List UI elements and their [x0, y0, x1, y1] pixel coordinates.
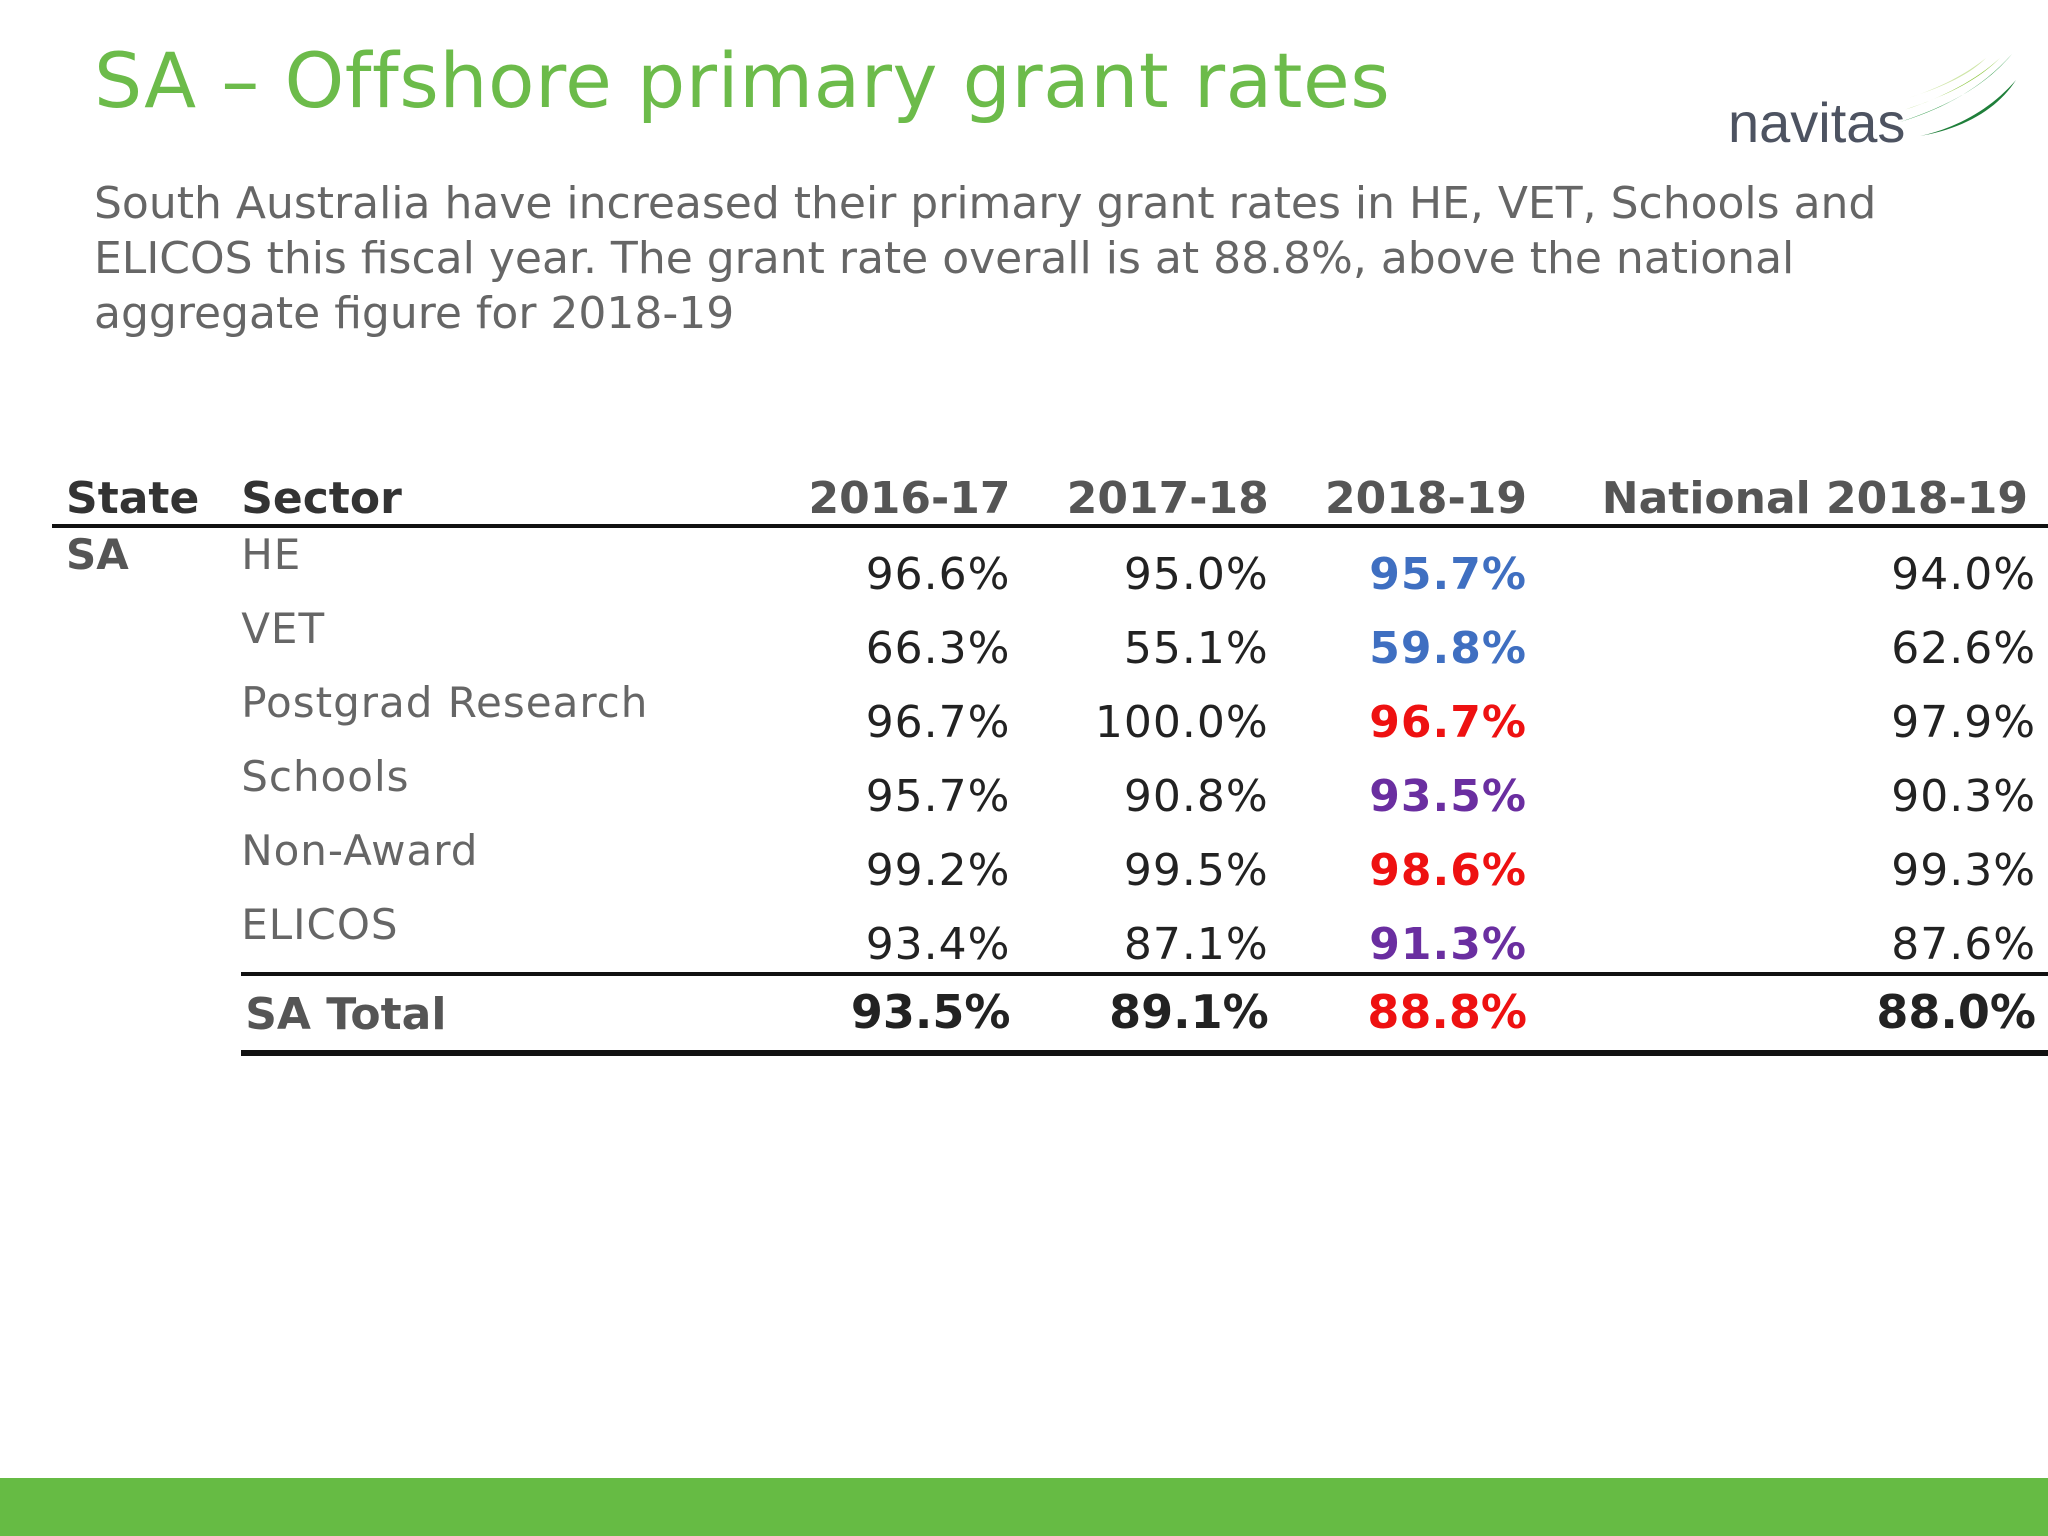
sector-cell: VET: [241, 604, 326, 653]
state-cell: SA: [66, 530, 129, 579]
table-row-postgrad-research: Postgrad Research 96.7% 100.0% 96.7% 97.…: [52, 676, 2048, 750]
table-row-non-award: Non-Award 99.2% 99.5% 98.6% 99.3%: [52, 824, 2048, 898]
table-row-elicos: ELICOS 93.4% 87.1% 91.3% 87.6%: [52, 898, 2048, 974]
value-national: 99.3%: [1891, 845, 2036, 896]
value-2016-17: 99.2%: [865, 845, 1011, 896]
value-national: 62.6%: [1891, 623, 2036, 674]
header-national-2018-19: National 2018-19: [1526, 468, 2048, 528]
value-national: 87.6%: [1891, 919, 2036, 970]
value-2018-19: 98.6%: [1369, 845, 1527, 896]
header-2018-19: 2018-19: [1268, 468, 1527, 528]
value-2017-18: 95.0%: [1123, 549, 1269, 600]
table-row-vet: VET 66.3% 55.1% 59.8% 62.6%: [52, 602, 2048, 676]
value-2018-19: 95.7%: [1369, 549, 1527, 600]
table-row-he: SA HE 96.6% 95.0% 95.7% 94.0%: [52, 526, 2048, 602]
header-sector: Sector: [241, 468, 798, 528]
value-2017-18: 100.0%: [1094, 697, 1269, 748]
value-2017-18: 87.1%: [1123, 919, 1269, 970]
intro-paragraph: South Australia have increased their pri…: [94, 178, 1877, 339]
header-2017-18: 2017-18: [1010, 468, 1269, 528]
value-2018-19: 96.7%: [1369, 697, 1527, 748]
value-2016-17: 96.7%: [865, 697, 1011, 748]
value-2016-17: 93.4%: [865, 919, 1011, 970]
value-2018-19: 91.3%: [1369, 919, 1527, 970]
value-2018-19: 59.8%: [1369, 623, 1527, 674]
value-2017-18: 99.5%: [1123, 845, 1269, 896]
total-2016-17: 93.5%: [797, 972, 1011, 1056]
value-2017-18: 90.8%: [1123, 771, 1269, 822]
value-2018-19: 93.5%: [1369, 771, 1527, 822]
total-national: 88.0%: [1526, 972, 2048, 1056]
header-2016-17: 2016-17: [797, 468, 1011, 528]
sector-cell: ELICOS: [241, 900, 399, 949]
header-state: State: [52, 468, 242, 528]
table-row-schools: Schools 95.7% 90.8% 93.5% 90.3%: [52, 750, 2048, 824]
sector-cell: Non-Award: [241, 826, 479, 875]
value-2016-17: 66.3%: [865, 623, 1011, 674]
value-national: 97.9%: [1891, 697, 2036, 748]
value-2016-17: 96.6%: [865, 549, 1011, 600]
slide-title: SA – Offshore primary grant rates: [94, 36, 1391, 125]
total-label: SA Total: [241, 972, 798, 1056]
sector-cell: Postgrad Research: [241, 678, 649, 727]
logo-swoosh-icon: [1900, 54, 2016, 136]
value-national: 90.3%: [1891, 771, 2036, 822]
sector-cell: Schools: [241, 752, 410, 801]
logo-wordmark: navitas: [1728, 91, 1906, 154]
navitas-logo: navitas: [1720, 50, 2020, 160]
value-national: 94.0%: [1891, 549, 2036, 600]
grant-rate-table: State Sector 2016-17 2017-18 2018-19 Nat…: [52, 468, 2048, 1056]
value-2017-18: 55.1%: [1123, 623, 1269, 674]
value-2016-17: 95.7%: [865, 771, 1011, 822]
total-2018-19: 88.8%: [1268, 972, 1527, 1056]
table-row-sa-total: SA Total 93.5% 89.1% 88.8% 88.0%: [52, 972, 2048, 1056]
total-2017-18: 89.1%: [1010, 972, 1269, 1056]
sector-cell: HE: [241, 530, 302, 579]
table-header-row: State Sector 2016-17 2017-18 2018-19 Nat…: [52, 468, 2048, 528]
footer-band: [0, 1478, 2048, 1536]
